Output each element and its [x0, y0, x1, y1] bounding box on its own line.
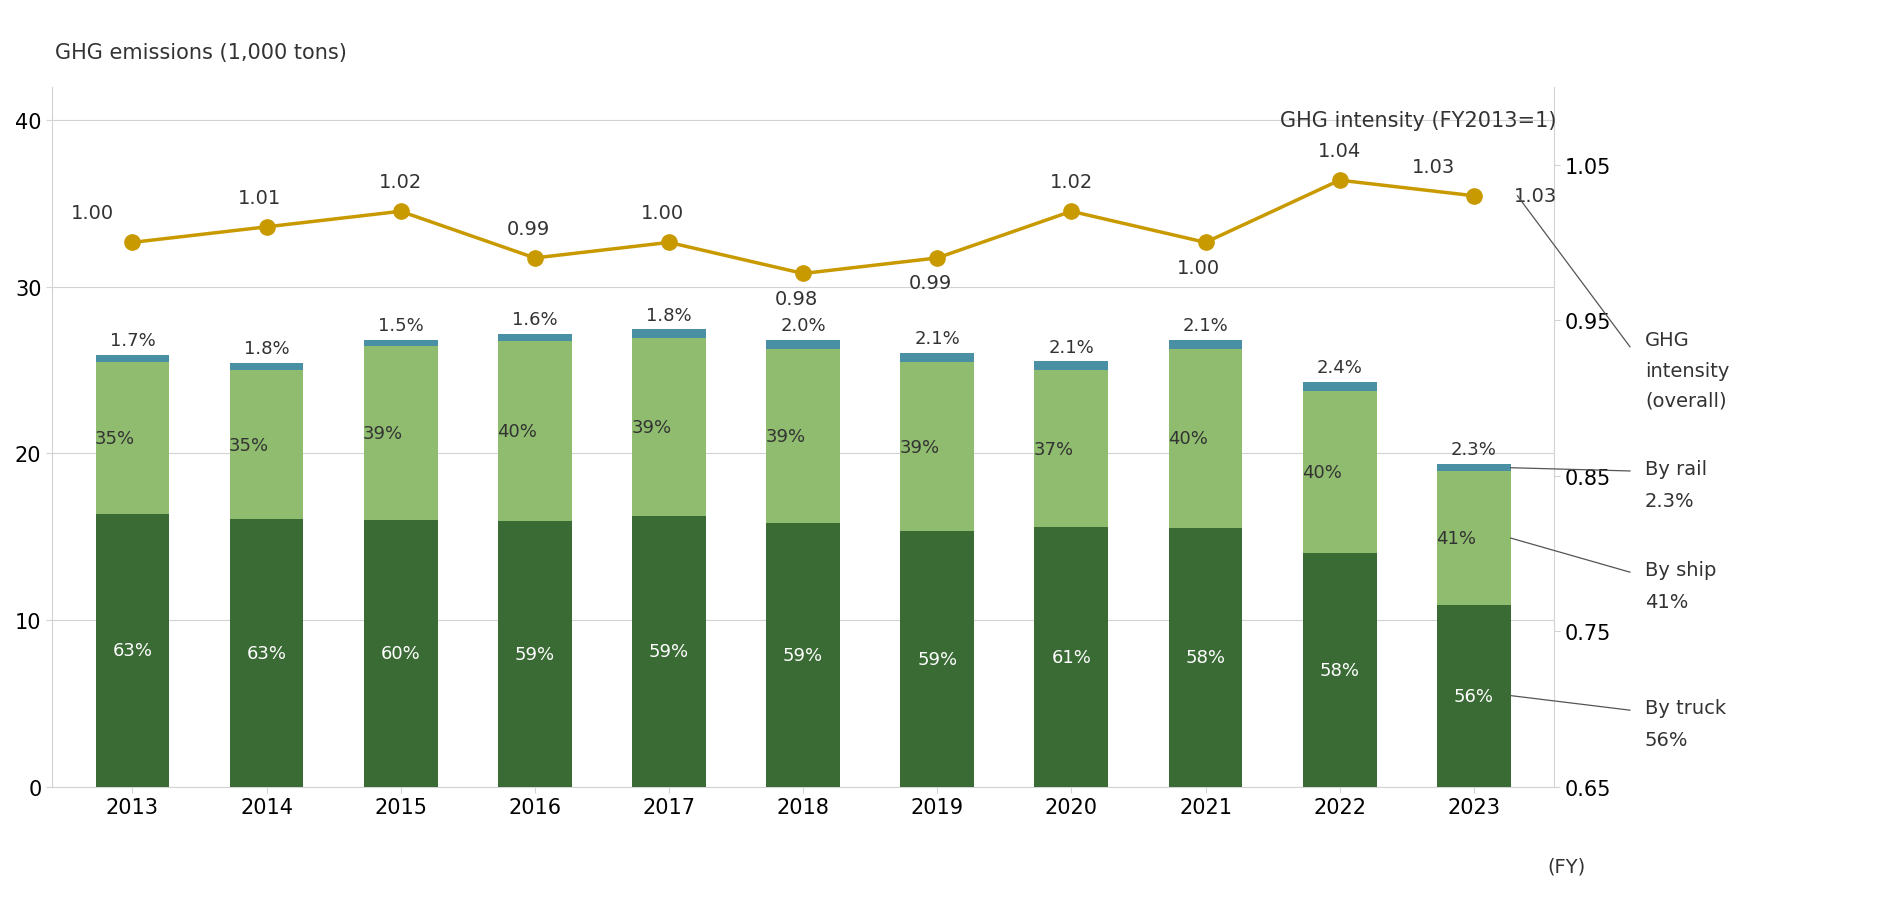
Text: 2.1%: 2.1% [1183, 316, 1228, 335]
Bar [498, 522, 572, 787]
Text: 56%: 56% [1645, 731, 1688, 750]
Bar [498, 342, 572, 522]
Bar [498, 335, 572, 342]
Bar [1169, 340, 1243, 349]
Text: 59%: 59% [784, 646, 823, 664]
Text: 2.3%: 2.3% [1451, 441, 1496, 459]
Text: 2.3%: 2.3% [1645, 492, 1694, 511]
Bar [229, 363, 303, 371]
Bar [767, 349, 840, 524]
Bar [767, 341, 840, 349]
Text: GHG: GHG [1645, 331, 1690, 350]
Text: 41%: 41% [1436, 529, 1476, 548]
Text: (overall): (overall) [1645, 391, 1726, 411]
Bar [96, 514, 169, 787]
Text: 1.5%: 1.5% [378, 316, 423, 335]
Text: 2.1%: 2.1% [914, 330, 961, 347]
Bar [365, 520, 438, 787]
Text: 2.0%: 2.0% [780, 317, 825, 335]
Text: 2.4%: 2.4% [1316, 358, 1363, 377]
Bar [767, 524, 840, 787]
Bar [96, 363, 169, 514]
Bar [1034, 362, 1109, 371]
Bar [365, 346, 438, 520]
Text: 35%: 35% [94, 429, 135, 448]
Text: intensity: intensity [1645, 361, 1730, 380]
Text: 61%: 61% [1051, 648, 1090, 666]
Text: 59%: 59% [649, 642, 690, 661]
Text: 39%: 39% [765, 427, 807, 446]
Text: 1.00: 1.00 [641, 204, 684, 223]
Bar [1169, 528, 1243, 787]
Bar [1169, 349, 1243, 528]
Bar [632, 330, 705, 338]
Text: 58%: 58% [1186, 649, 1226, 666]
Text: 0.98: 0.98 [775, 289, 818, 309]
Bar [901, 363, 974, 531]
Text: 1.8%: 1.8% [647, 306, 692, 324]
Bar [1303, 553, 1376, 787]
Text: 1.00: 1.00 [1177, 258, 1220, 278]
Bar [1436, 464, 1512, 472]
Text: 1.01: 1.01 [239, 188, 282, 208]
Bar [1436, 472, 1512, 605]
Text: 39%: 39% [901, 438, 940, 456]
Bar [1436, 605, 1512, 787]
Text: 1.8%: 1.8% [244, 339, 290, 357]
Text: 63%: 63% [113, 641, 152, 660]
Text: 59%: 59% [515, 645, 555, 664]
Text: 40%: 40% [498, 423, 538, 441]
Text: 59%: 59% [917, 650, 957, 668]
Text: 1.04: 1.04 [1318, 142, 1361, 161]
Text: By ship: By ship [1645, 561, 1716, 580]
Text: GHG emissions (1,000 tons): GHG emissions (1,000 tons) [55, 43, 346, 62]
Bar [901, 354, 974, 363]
Text: By truck: By truck [1645, 698, 1726, 718]
Bar [1034, 371, 1109, 528]
Bar [1303, 392, 1376, 553]
Text: 39%: 39% [363, 425, 402, 442]
Bar [632, 338, 705, 516]
Text: 0.99: 0.99 [506, 220, 549, 238]
Text: 40%: 40% [1167, 430, 1207, 448]
Text: 1.7%: 1.7% [109, 332, 156, 349]
Text: By rail: By rail [1645, 460, 1707, 479]
Text: GHG intensity (FY2013=1): GHG intensity (FY2013=1) [1280, 111, 1557, 131]
Bar [96, 356, 169, 363]
Text: 39%: 39% [632, 418, 671, 437]
Bar [1303, 382, 1376, 392]
Text: 0.99: 0.99 [908, 274, 951, 293]
Bar [901, 531, 974, 787]
Bar [1034, 528, 1109, 787]
Bar [229, 371, 303, 519]
Bar [632, 516, 705, 787]
Text: 58%: 58% [1320, 661, 1359, 679]
Text: (FY): (FY) [1547, 857, 1587, 876]
Text: 60%: 60% [382, 644, 421, 663]
Text: 40%: 40% [1303, 463, 1342, 482]
Text: 2.1%: 2.1% [1049, 338, 1094, 357]
Bar [229, 519, 303, 787]
Text: 35%: 35% [229, 437, 269, 454]
Bar [365, 340, 438, 346]
Text: 1.02: 1.02 [1049, 173, 1092, 192]
Text: 1.6%: 1.6% [511, 311, 558, 329]
Text: 63%: 63% [246, 644, 286, 662]
Text: 1.02: 1.02 [380, 173, 423, 192]
Text: 1.00: 1.00 [71, 204, 113, 223]
Text: 56%: 56% [1453, 686, 1495, 705]
Text: 1.03: 1.03 [1412, 157, 1455, 176]
Text: 1.03: 1.03 [1513, 187, 1557, 206]
Text: 41%: 41% [1645, 593, 1688, 612]
Text: 37%: 37% [1034, 440, 1073, 459]
